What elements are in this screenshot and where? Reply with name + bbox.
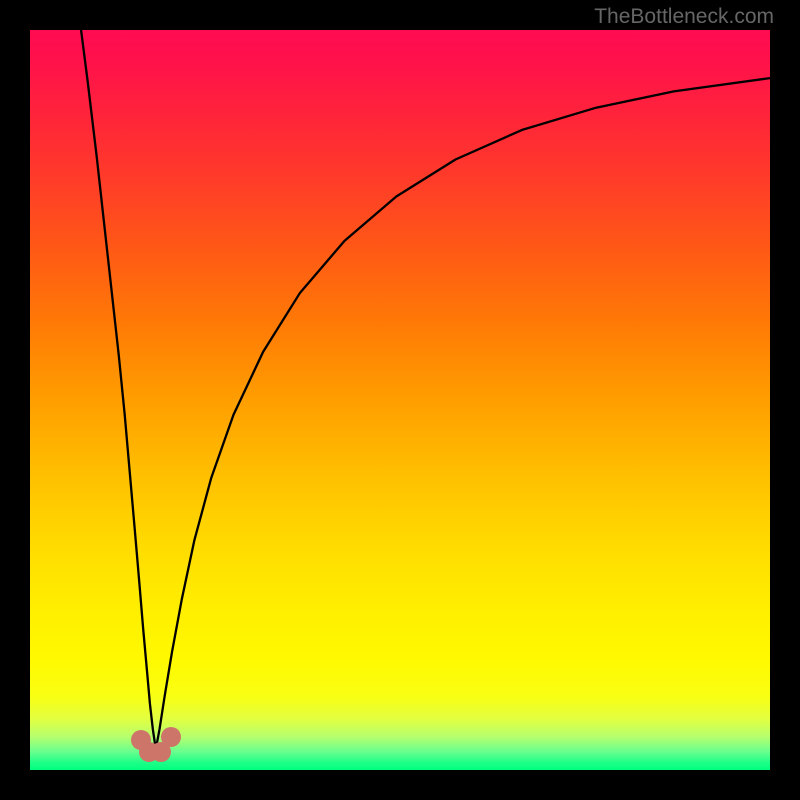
markers-layer <box>30 30 770 770</box>
curve-marker <box>161 727 181 747</box>
chart-frame: TheBottleneck.com <box>0 0 800 800</box>
watermark-text: TheBottleneck.com <box>594 5 774 29</box>
plot-area <box>30 30 770 770</box>
